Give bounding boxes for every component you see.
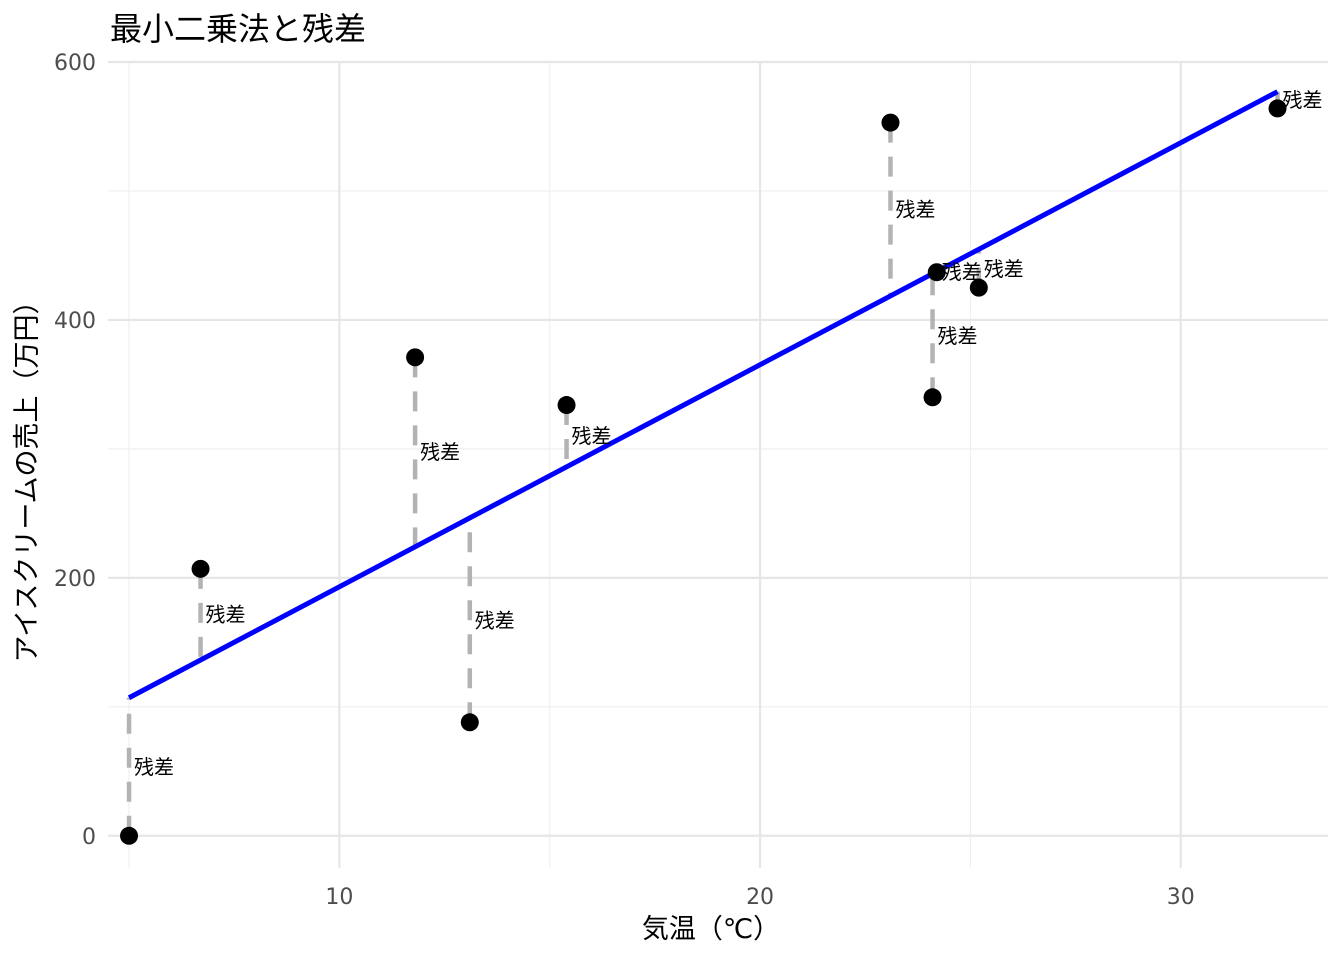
data-point-9 xyxy=(1268,99,1287,118)
residual-label-7: 残差 xyxy=(942,260,982,284)
grid-layer xyxy=(108,60,1328,868)
data-point-2 xyxy=(406,348,425,367)
residual-label-6: 残差 xyxy=(938,324,978,348)
point-layer xyxy=(120,99,1287,845)
residual-label-8: 残差 xyxy=(984,257,1024,281)
x-tick-label-1: 20 xyxy=(746,885,774,910)
y-tick-label-2: 400 xyxy=(54,309,96,334)
data-point-8 xyxy=(969,278,988,297)
y-tick-label-0: 0 xyxy=(82,825,96,850)
residual-label-9: 残差 xyxy=(1283,88,1323,112)
x-tick-label-2: 30 xyxy=(1167,885,1195,910)
data-point-4 xyxy=(557,396,576,415)
data-point-3 xyxy=(460,713,479,732)
x-axis-title: 気温（℃） xyxy=(642,914,780,945)
residual-label-1: 残差 xyxy=(206,603,246,627)
line-layer xyxy=(127,89,1279,700)
residual-label-5: 残差 xyxy=(895,198,935,222)
data-point-6 xyxy=(923,388,942,407)
residual-label-3: 残差 xyxy=(475,608,515,632)
residual-layer xyxy=(126,91,1280,836)
y-axis-title: アイスクリームの売上（万円） xyxy=(12,287,43,662)
y-tick-label-1: 200 xyxy=(54,567,96,592)
residual-label-2: 残差 xyxy=(420,440,460,464)
axis-layer: 10 20 30 0 200 400 600 xyxy=(54,51,1195,910)
data-point-0 xyxy=(120,826,139,845)
regression-line xyxy=(127,89,1279,700)
residual-label-4: 残差 xyxy=(572,424,612,448)
y-tick-label-3: 600 xyxy=(54,51,96,76)
data-point-1 xyxy=(191,559,210,578)
x-tick-label-0: 10 xyxy=(325,885,353,910)
chart-title: 最小二乗法と残差 xyxy=(110,10,366,48)
data-point-5 xyxy=(881,113,900,132)
residual-label-0: 残差 xyxy=(134,755,174,779)
data-point-7 xyxy=(927,263,946,282)
